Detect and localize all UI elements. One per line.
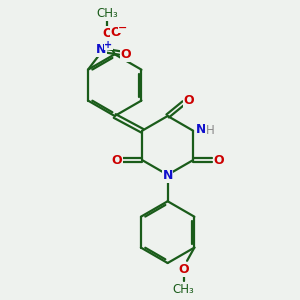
Text: CH₃: CH₃ bbox=[172, 283, 194, 296]
Text: H: H bbox=[206, 124, 214, 137]
Text: N: N bbox=[163, 169, 173, 182]
Text: O: O bbox=[178, 263, 189, 276]
Text: N: N bbox=[96, 44, 106, 56]
Text: +: + bbox=[104, 40, 112, 50]
Text: O: O bbox=[111, 26, 121, 39]
Text: O: O bbox=[121, 48, 131, 61]
Text: O: O bbox=[184, 94, 194, 107]
Text: O: O bbox=[102, 27, 113, 40]
Text: N: N bbox=[196, 123, 206, 136]
Text: O: O bbox=[213, 154, 224, 166]
Text: CH₃: CH₃ bbox=[97, 8, 118, 20]
Text: O: O bbox=[111, 154, 122, 166]
Text: −: − bbox=[118, 23, 128, 33]
